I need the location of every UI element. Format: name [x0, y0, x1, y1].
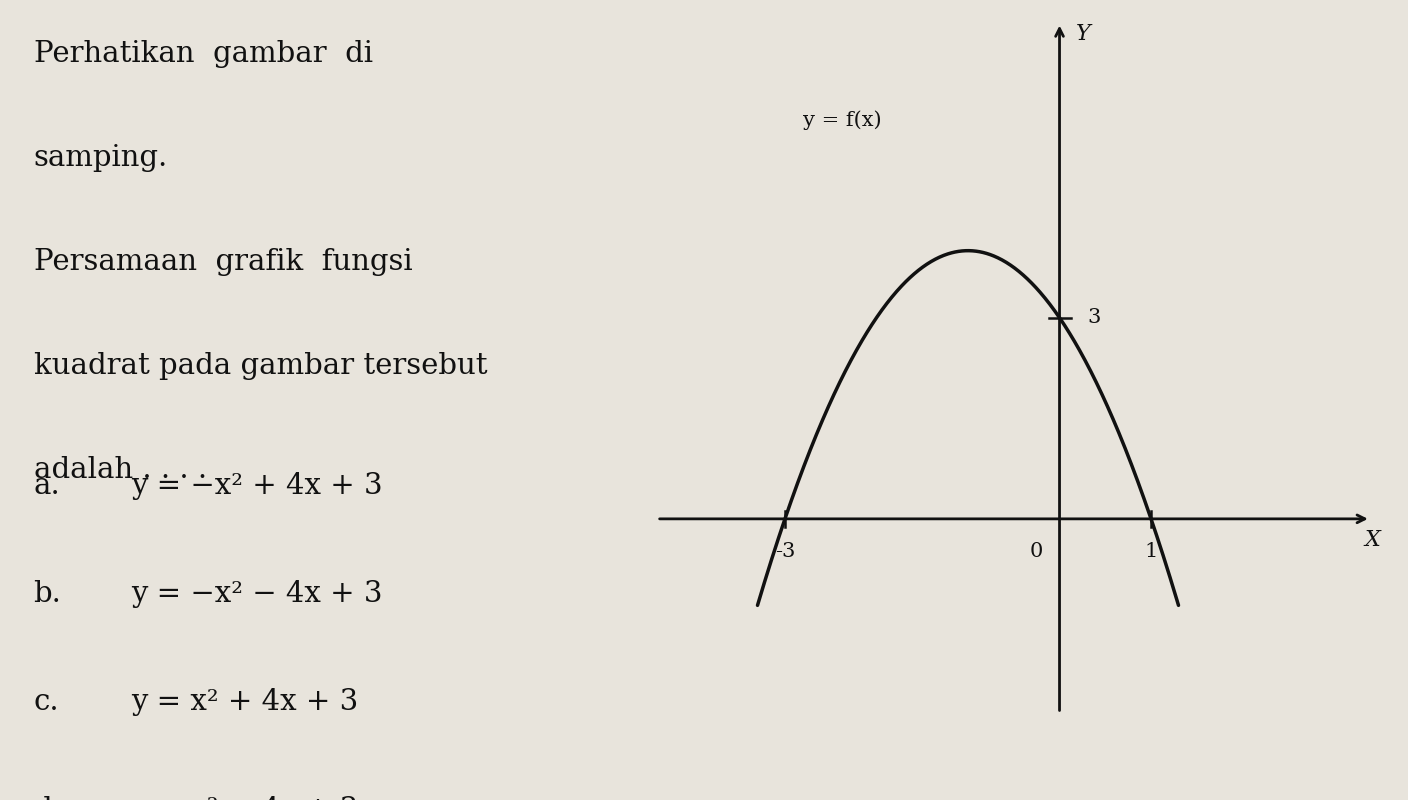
Text: Persamaan  grafik  fungsi: Persamaan grafik fungsi [34, 248, 413, 276]
Text: samping.: samping. [34, 144, 168, 172]
Text: y = −x² + 4x + 3: y = −x² + 4x + 3 [131, 472, 383, 500]
Text: d.: d. [34, 796, 62, 800]
Text: y = x² + 4x + 3: y = x² + 4x + 3 [131, 688, 358, 716]
Text: y = −x² − 4x + 3: y = −x² − 4x + 3 [131, 580, 382, 608]
Text: b.: b. [34, 580, 62, 608]
Text: 0: 0 [1031, 542, 1043, 562]
Text: -3: -3 [774, 542, 796, 562]
Text: y = x² − 4x + 3: y = x² − 4x + 3 [131, 796, 358, 800]
Text: adalah . . . .: adalah . . . . [34, 456, 207, 484]
Text: Y: Y [1076, 22, 1091, 45]
Text: a.: a. [34, 472, 61, 500]
Text: c.: c. [34, 688, 59, 716]
Text: 1: 1 [1145, 542, 1157, 562]
Text: Perhatikan  gambar  di: Perhatikan gambar di [34, 40, 373, 68]
Text: kuadrat pada gambar tersebut: kuadrat pada gambar tersebut [34, 352, 487, 380]
Text: X: X [1364, 529, 1380, 551]
Text: 3: 3 [1087, 308, 1100, 327]
Text: y = f(x): y = f(x) [804, 110, 881, 130]
